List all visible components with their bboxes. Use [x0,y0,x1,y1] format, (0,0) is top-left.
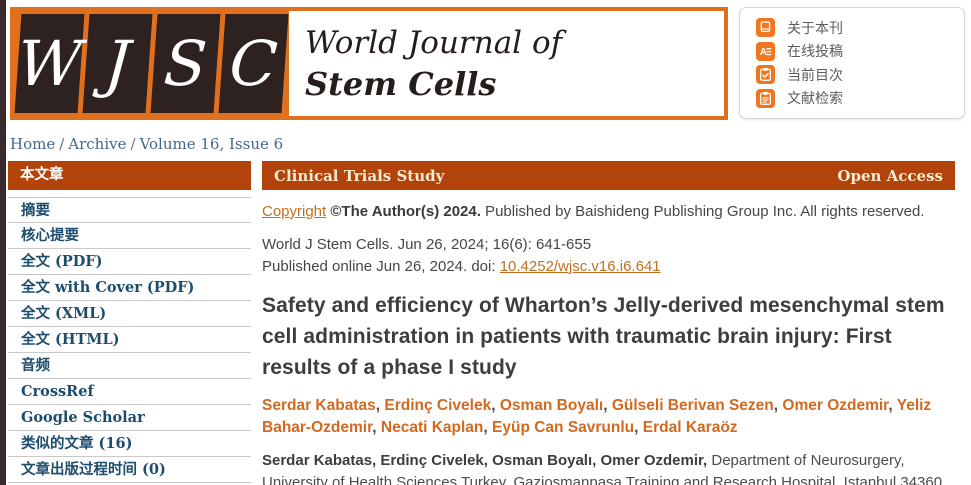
left-edge-strip [0,0,6,485]
article-title: Safety and efficiency of Wharton’s Jelly… [262,294,945,379]
copyright-rest: Published by Baishideng Publishing Group… [480,203,925,220]
author-separator: , [634,419,643,436]
doi-link[interactable]: 10.4252/wjsc.v16.i6.641 [499,257,661,275]
menu-item-label: 关于本刊 [787,19,843,36]
author-link[interactable]: Erdal Karaöz [642,419,738,436]
menu-item-literature-search[interactable]: 文献检索 [756,88,964,108]
citation-line: World J Stem Cells. Jun 26, 2024; 16(6):… [262,236,592,253]
menu-item-label: 在线投稿 [787,43,843,60]
breadcrumb-separator: / [59,135,65,153]
breadcrumb-link-home[interactable]: Home [10,135,56,153]
published-prefix: Published online Jun 26, 2024. doi: [262,257,500,275]
sidebar-item-full-text-pdf[interactable]: 全文 (PDF) [8,249,251,275]
sidebar-item-full-text-html[interactable]: 全文 (HTML) [8,327,251,353]
menu-item-label: 当前目次 [787,66,843,83]
journal-icon [756,18,775,38]
copyright-line: Copyright ©The Author(s) 2024. Published… [262,201,955,222]
author-link[interactable]: Erdinç Civelek [384,397,492,414]
sidebar-item-core-tip[interactable]: 核心提要 [8,223,251,249]
affiliation-authors: Serdar Kabatas, Erdinç Civelek, Osman Bo… [262,452,708,469]
author-link[interactable]: Serdar Kabatas [262,397,376,414]
menu-item-label: 文献检索 [787,90,843,107]
document-search-icon [756,88,775,108]
author-link[interactable]: Eyüp Can Savrunlu [492,419,635,436]
published-line: Published online Jun 26, 2024. doi: 10.4… [262,256,955,278]
sidebar-item-full-text-xml[interactable]: 全文 (XML) [8,301,251,327]
header-quick-menu: 关于本刊 A 在线投稿当前目次文献检索 [739,7,965,119]
sidebar-item-similar-articles[interactable]: 类似的文章 (16) [8,431,251,457]
journal-name: World Journal of Stem Cells [289,11,563,116]
svg-text:A: A [760,47,767,58]
menu-item-about-journal[interactable]: 关于本刊 [756,18,964,38]
sidebar-item-publishing-process-time[interactable]: 文章出版过程时间 (0) [8,457,251,483]
logo-letter-j: J [82,14,153,113]
author-list: Serdar Kabatas, Erdinç Civelek, Osman Bo… [262,395,955,439]
article-type-bar: Clinical Trials Study Open Access [262,161,955,190]
author-link[interactable]: Yeliz Bahar-Ozdemir [262,397,932,436]
sidebar-item-audio[interactable]: 音频 [8,353,251,379]
sidebar-item-google-scholar[interactable]: Google Scholar [8,405,251,431]
copyright-link[interactable]: Copyright [262,203,327,220]
affiliation: Serdar Kabatas, Erdinç Civelek, Osman Bo… [262,450,955,485]
breadcrumb-separator: / [130,135,136,153]
author-link[interactable]: Osman Boyalı [499,397,604,414]
sidebar-item-crossref[interactable]: CrossRef [8,379,251,405]
sidebar-list: 摘要 核心提要 全文 (PDF) 全文 with Cover (PDF) 全文 (XML… [8,197,251,483]
journal-name-line2: Stem Cells [305,65,497,104]
author-separator: , [375,397,385,414]
sidebar-title: 本文章 [8,161,251,190]
article-type-label: Clinical Trials Study [274,166,445,185]
copyright-bold: ©The Author(s) 2024. [326,203,481,220]
author-separator: , [888,397,897,414]
breadcrumb: Home / Archive / Volume 16, Issue 6 [10,135,283,153]
sidebar-item-full-text-with-cover-pdf[interactable]: 全文 with Cover (PDF) [8,275,251,301]
main-content: Clinical Trials Study Open Access Copyri… [262,161,955,485]
affiliation-text: Department of Neurosurgery, University o… [262,452,947,485]
breadcrumb-link-volume-16-issue-6[interactable]: Volume 16, Issue 6 [139,135,284,153]
author-separator: , [603,397,612,414]
author-separator: , [491,397,500,414]
menu-item-current-issue[interactable]: 当前目次 [756,65,964,85]
citation-block: World J Stem Cells. Jun 26, 2024; 16(6):… [262,234,955,277]
author-link[interactable]: Gülseli Berivan Sezen [611,397,774,414]
breadcrumb-link-archive[interactable]: Archive [68,135,127,153]
logo-letter-s: S [150,14,221,113]
author-separator: , [483,419,493,436]
open-access-label: Open Access [837,166,943,185]
article-sidebar: 本文章 摘要 核心提要 全文 (PDF) 全文 with Cover (PDF) 全文 … [8,161,251,483]
logo-letter-c: C [218,14,289,113]
author-link[interactable]: Necati Kaplan [380,419,484,436]
menu-item-online-submission[interactable]: A 在线投稿 [756,41,964,61]
sidebar-item-abstract[interactable]: 摘要 [8,197,251,223]
journal-name-line1: World Journal of [305,24,563,61]
current-issue-icon [756,65,775,85]
author-separator: , [773,397,783,414]
author-separator: , [372,419,381,436]
logo-letter-w: W [14,14,85,113]
author-link[interactable]: Omer Ozdemir [782,397,889,414]
submission-icon: A [756,41,775,61]
